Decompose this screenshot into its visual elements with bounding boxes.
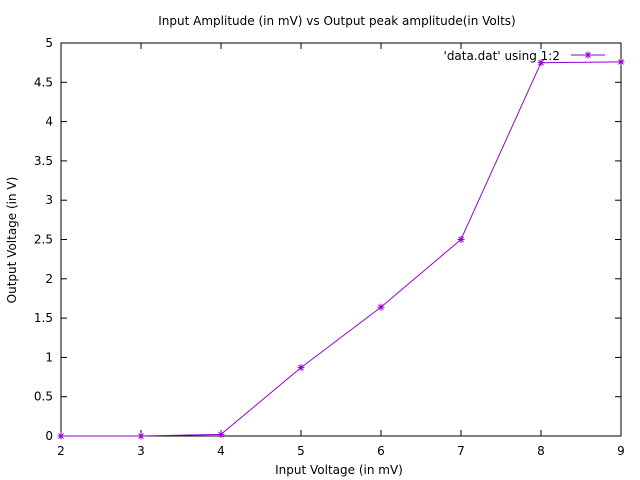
data-point: [457, 236, 465, 243]
x-tick-label: 4: [217, 444, 225, 458]
y-tick-label: 3: [45, 193, 53, 207]
data-point: [377, 303, 385, 311]
y-axis-label: Output Voltage (in V): [5, 177, 19, 304]
legend-marker-glyph: [584, 51, 592, 59]
y-tick-label: 2.5: [34, 233, 53, 247]
y-axis: 0 0.5 1 1.5 2 2.5 3 3.5 4 4.5 5: [34, 36, 621, 443]
y-tick-label: 1.5: [34, 311, 53, 325]
chart-title: Input Amplitude (in mV) vs Output peak a…: [158, 14, 515, 28]
data-point: [297, 364, 305, 372]
data-point: [537, 59, 545, 67]
x-axis-label: Input Voltage (in mV): [275, 463, 403, 477]
y-tick-label: 0.5: [34, 390, 53, 404]
plot-frame: [60, 42, 622, 437]
data-point: [57, 432, 65, 440]
legend: 'data.dat' using 1:2: [444, 49, 605, 63]
x-tick-label: 2: [57, 444, 65, 458]
series-line: [61, 61, 622, 437]
x-tick-label: 9: [617, 444, 625, 458]
data-point: [617, 58, 625, 66]
x-axis: 2 3 4 5 6 7 8 9: [57, 43, 625, 458]
y-tick-label: 2: [45, 272, 53, 286]
y-tick-label: 1: [45, 350, 53, 364]
y-tick-label: 4: [45, 115, 53, 129]
y-tick-label: 5: [45, 36, 53, 50]
x-tick-label: 3: [137, 444, 145, 458]
x-tick-label: 6: [377, 444, 385, 458]
y-tick-label: 3.5: [34, 154, 53, 168]
x-tick-label: 5: [297, 444, 305, 458]
data-point: [217, 430, 225, 438]
y-tick-label: 4.5: [34, 75, 53, 89]
x-tick-label: 8: [537, 444, 545, 458]
legend-label: 'data.dat' using 1:2: [444, 49, 560, 63]
series-layer: [57, 58, 625, 440]
y-tick-label: 0: [45, 429, 53, 443]
data-point: [137, 432, 145, 440]
x-tick-label: 7: [457, 444, 465, 458]
legend-marker: [584, 51, 592, 59]
